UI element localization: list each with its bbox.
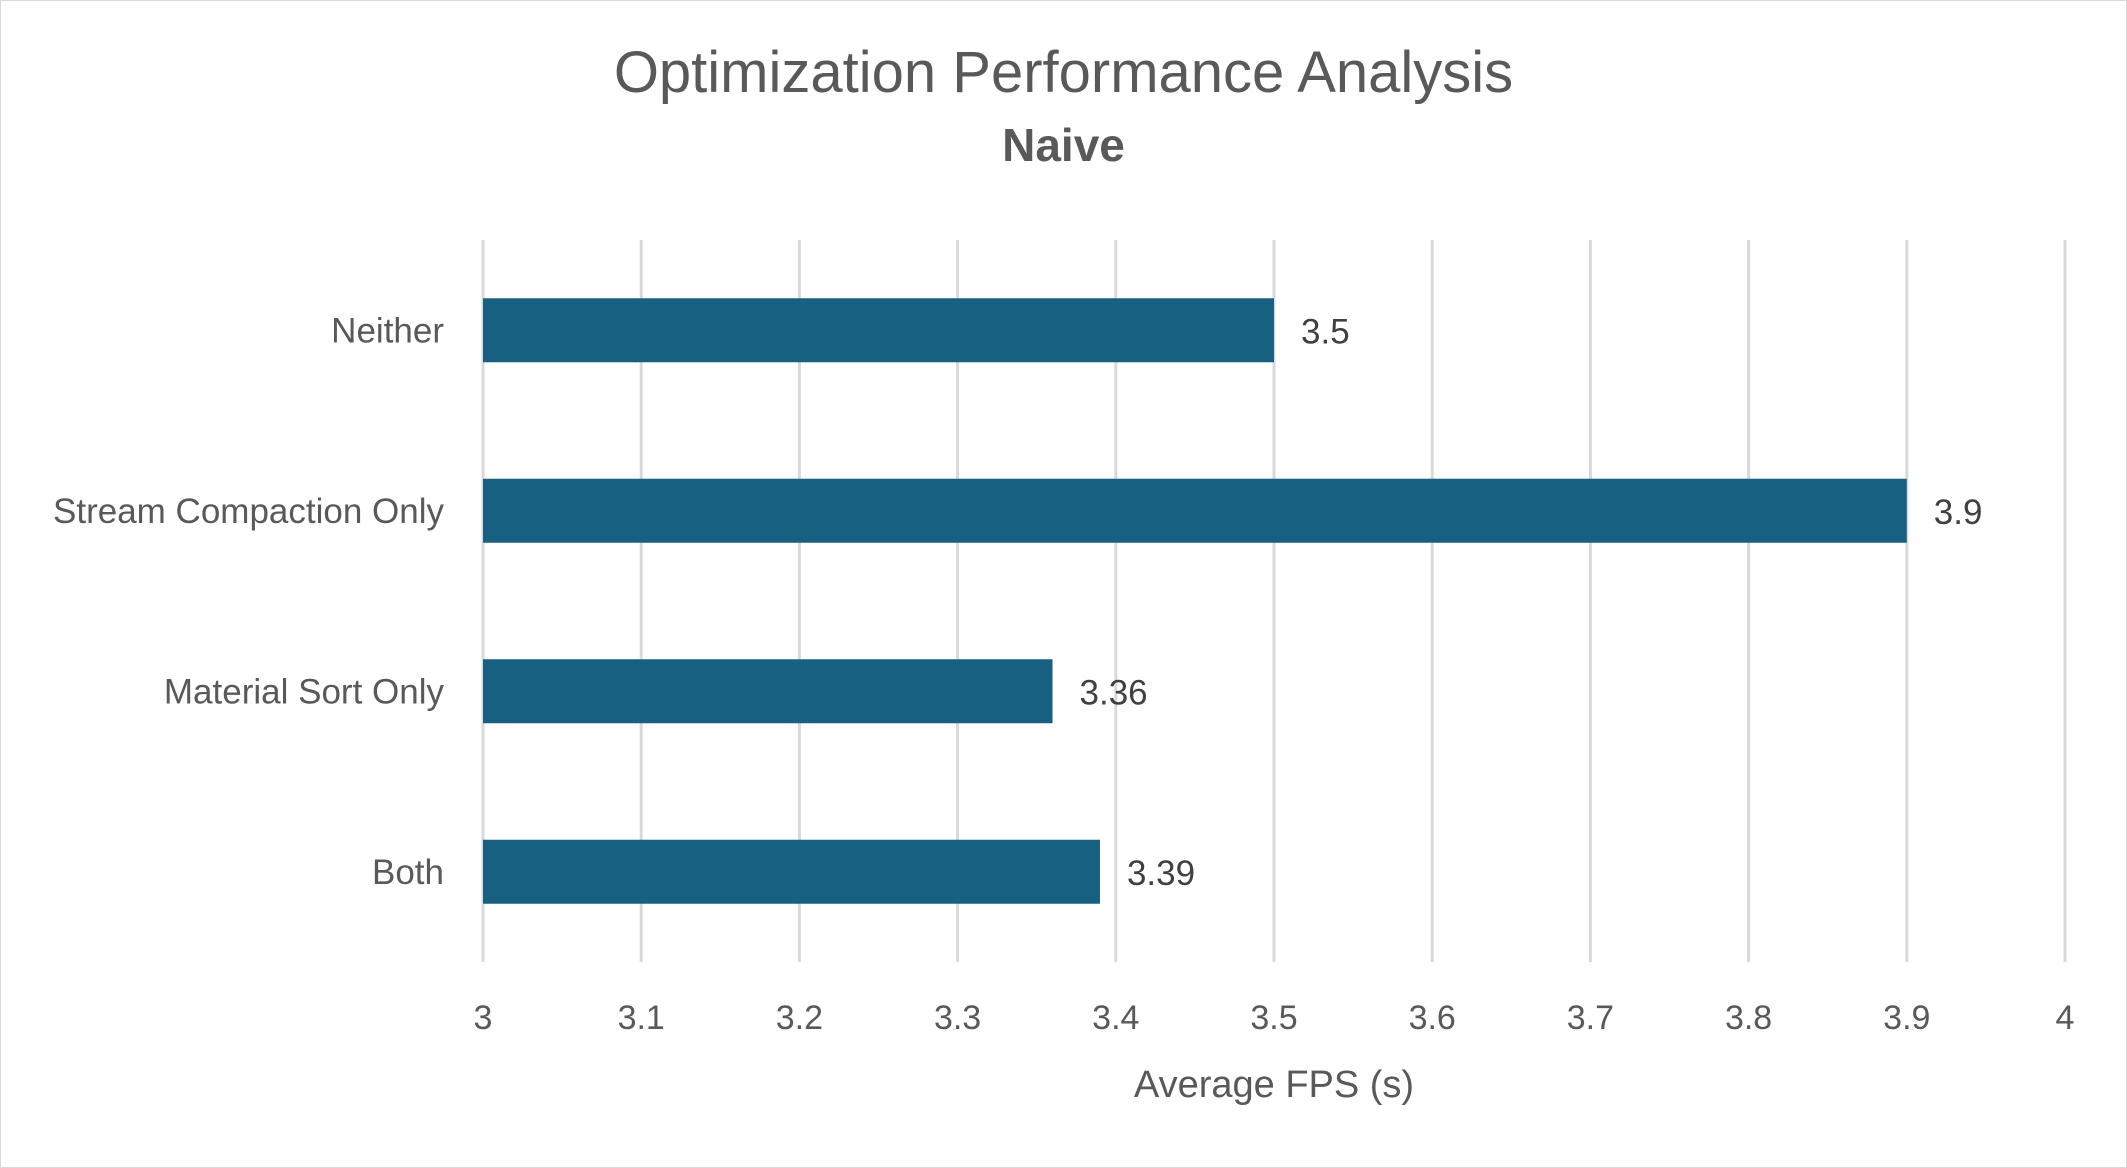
x-tick-label: 4 (2056, 999, 2075, 1037)
x-tick-label: 3.4 (1092, 999, 1139, 1037)
data-label: 3.39 (1127, 854, 1195, 893)
data-label: 3.36 (1080, 673, 1148, 712)
x-tick-label: 3.8 (1725, 999, 1772, 1037)
category-label: Material Sort Only (164, 672, 445, 711)
bar (483, 659, 1053, 724)
chart-subtitle: Naive (1002, 119, 1125, 171)
x-tick-label: 3.9 (1883, 999, 1930, 1037)
x-tick-label: 3.3 (934, 999, 981, 1037)
x-tick-label: 3 (474, 999, 493, 1037)
x-tick-label: 3.6 (1409, 999, 1456, 1037)
data-label: 3.5 (1301, 312, 1350, 351)
x-axis-title: Average FPS (s) (1134, 1064, 1414, 1106)
x-tick-label: 3.7 (1567, 999, 1614, 1037)
data-label: 3.9 (1934, 493, 1983, 532)
x-tick-label: 3.2 (776, 999, 823, 1037)
bar (483, 478, 1907, 543)
category-label: Stream Compaction Only (53, 492, 444, 531)
bar (483, 298, 1274, 363)
x-tick-label: 3.1 (618, 999, 665, 1037)
x-tick-label: 3.5 (1250, 999, 1297, 1037)
category-label: Neither (331, 311, 444, 350)
category-label: Both (372, 853, 444, 892)
chart-title: Optimization Performance Analysis (613, 40, 1514, 105)
bar (483, 839, 1100, 904)
